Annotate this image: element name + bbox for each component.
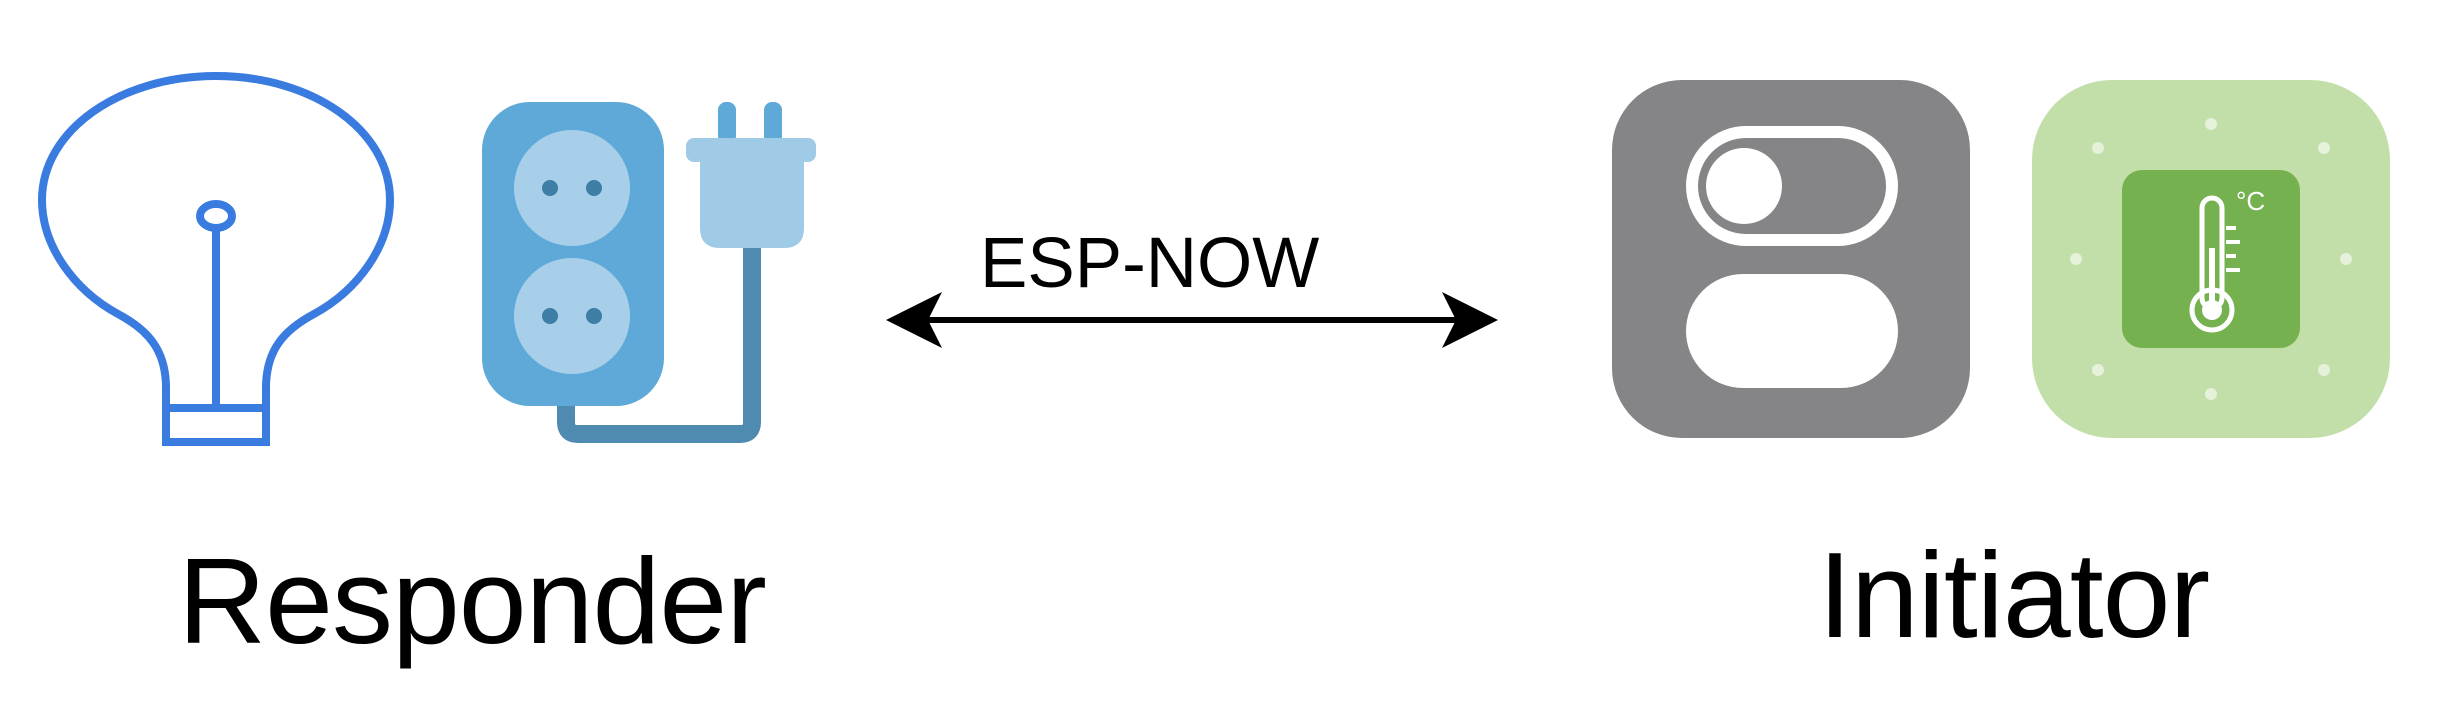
toggle-switch-icon (1610, 78, 1972, 440)
lightbulb-icon (36, 68, 396, 458)
link-protocol-label: ESP-NOW (980, 224, 1320, 303)
sensor-unit-label: °C (2236, 186, 2265, 216)
bidirectional-arrow-icon (884, 286, 1500, 354)
power-strip-icon (478, 98, 822, 444)
thermometer-sensor-icon: °C (2030, 78, 2392, 440)
responder-label: Responder (178, 533, 767, 669)
initiator-label: Initiator (1818, 527, 2210, 663)
